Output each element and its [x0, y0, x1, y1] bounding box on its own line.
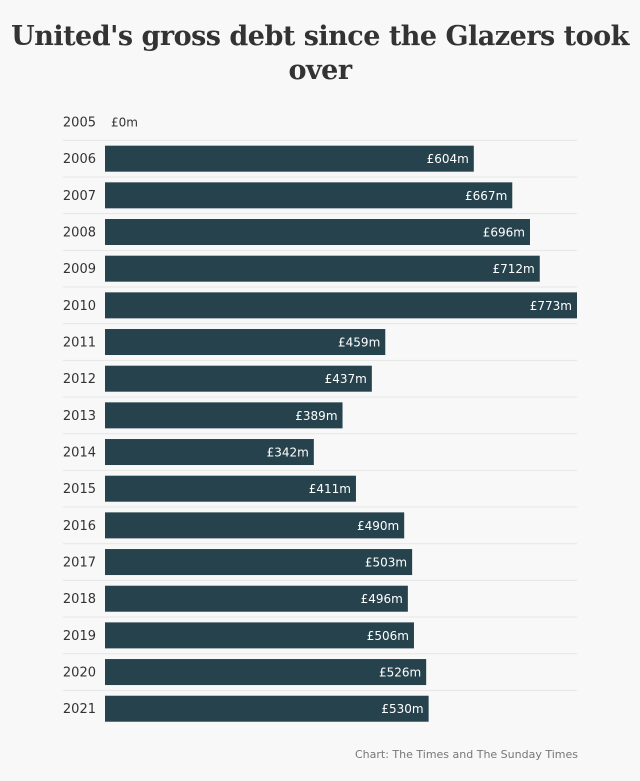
bar	[105, 585, 408, 612]
data-label: £530m	[381, 702, 423, 716]
bar	[105, 622, 414, 649]
chart-source: Chart: The Times and The Sunday Times	[355, 748, 578, 761]
bar	[105, 512, 405, 539]
data-label: £490m	[357, 519, 399, 533]
category-label: 2015	[63, 482, 96, 497]
category-label: 2013	[63, 409, 96, 424]
data-label: £526m	[379, 666, 421, 680]
bar	[105, 292, 577, 319]
bar	[105, 659, 427, 686]
data-label: £437m	[325, 372, 367, 386]
category-label: 2008	[63, 226, 96, 241]
data-label: £506m	[367, 629, 409, 643]
data-label: £667m	[465, 189, 507, 203]
category-label: 2019	[63, 629, 96, 644]
data-label: £389m	[295, 409, 337, 423]
bar	[105, 402, 343, 429]
bar	[105, 365, 372, 392]
category-label: 2011	[63, 336, 96, 351]
category-label: 2016	[63, 519, 96, 534]
data-label: £0m	[111, 116, 138, 130]
category-label: 2014	[63, 446, 96, 461]
category-label: 2006	[63, 152, 96, 167]
bar	[105, 549, 413, 576]
data-label: £773m	[530, 299, 572, 313]
category-label: 2007	[63, 189, 96, 204]
category-label: 2009	[63, 262, 96, 277]
category-label: 2005	[63, 116, 96, 131]
category-label: 2021	[63, 702, 96, 717]
data-label: £696m	[483, 226, 525, 240]
bar	[105, 182, 513, 209]
bar	[105, 695, 429, 722]
bar	[105, 219, 530, 246]
data-label: £459m	[338, 336, 380, 350]
data-label: £411m	[309, 482, 351, 496]
category-label: 2017	[63, 556, 96, 571]
category-label: 2018	[63, 592, 96, 607]
bar	[105, 329, 386, 356]
category-label: 2020	[63, 666, 96, 681]
data-label: £712m	[493, 262, 535, 276]
bar	[105, 255, 540, 282]
data-label: £342m	[267, 446, 309, 460]
category-label: 2012	[63, 372, 96, 387]
data-label: £503m	[365, 556, 407, 570]
category-label: 2010	[63, 299, 96, 314]
bar	[105, 145, 474, 172]
bar	[105, 439, 314, 466]
data-label: £496m	[361, 592, 403, 606]
data-label: £604m	[427, 152, 469, 166]
chart-title: United's gross debt since the Glazers to…	[11, 21, 629, 86]
bar	[105, 475, 356, 502]
